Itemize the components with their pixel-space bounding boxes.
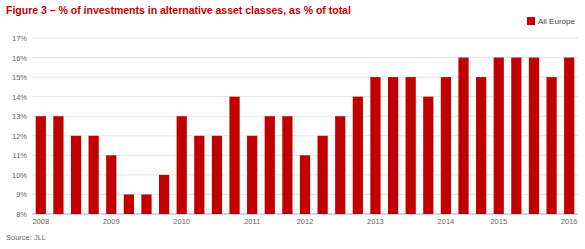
bar xyxy=(494,58,504,214)
x-tick-label: 2010 xyxy=(173,217,190,226)
bar xyxy=(71,136,81,214)
x-tick-label: 2011 xyxy=(244,217,260,226)
legend-swatch xyxy=(527,17,535,25)
y-tick-label: 16% xyxy=(12,54,27,63)
bar xyxy=(282,116,292,214)
x-tick-label: 2012 xyxy=(297,217,314,226)
bar xyxy=(300,155,310,214)
bar xyxy=(406,77,416,214)
bar xyxy=(141,194,151,214)
y-tick-label: 9% xyxy=(16,190,27,199)
x-tick-label: 2014 xyxy=(438,217,455,226)
y-tick-label: 8% xyxy=(16,210,27,219)
y-tick-label: 14% xyxy=(12,93,27,102)
title: Figure 3 – % of investments in alternati… xyxy=(6,4,351,16)
bar xyxy=(124,194,134,214)
x-tick-label: 2009 xyxy=(103,217,120,226)
bar xyxy=(106,155,116,214)
bar xyxy=(159,175,169,214)
x-tick-label: 2015 xyxy=(490,217,507,226)
bar xyxy=(89,136,99,214)
grid-line xyxy=(32,38,578,39)
bar xyxy=(476,77,486,214)
bar xyxy=(36,116,46,214)
y-tick-label: 10% xyxy=(12,171,27,180)
bar xyxy=(564,58,574,214)
bar xyxy=(194,136,204,214)
bar xyxy=(423,97,433,214)
y-tick-label: 17% xyxy=(12,34,27,43)
bar xyxy=(53,116,63,214)
y-tick-label: 13% xyxy=(12,112,27,121)
source: Source: JLL xyxy=(6,233,46,242)
bar xyxy=(247,136,257,214)
bar xyxy=(529,58,539,214)
bar xyxy=(212,136,222,214)
bar xyxy=(511,58,521,214)
bar xyxy=(177,116,187,214)
bar xyxy=(546,77,556,214)
y-tick-label: 15% xyxy=(12,73,27,82)
bars xyxy=(36,58,575,214)
x-tick-label: 2008 xyxy=(32,217,49,226)
bar xyxy=(353,97,363,214)
x-tick-label: 2013 xyxy=(367,217,384,226)
bar xyxy=(458,58,468,214)
bar xyxy=(388,77,398,214)
chart: Figure 3 – % of investments in alternati… xyxy=(0,0,585,249)
legend-label: All Europe xyxy=(538,17,575,26)
bar xyxy=(318,136,328,214)
bar xyxy=(265,116,275,214)
y-tick-label: 11% xyxy=(13,151,28,160)
y-tick-label: 12% xyxy=(12,132,27,141)
bar xyxy=(335,116,345,214)
bar xyxy=(441,77,451,214)
x-tick-label: 2016 xyxy=(561,217,578,226)
bar xyxy=(229,97,239,214)
bar xyxy=(370,77,380,214)
